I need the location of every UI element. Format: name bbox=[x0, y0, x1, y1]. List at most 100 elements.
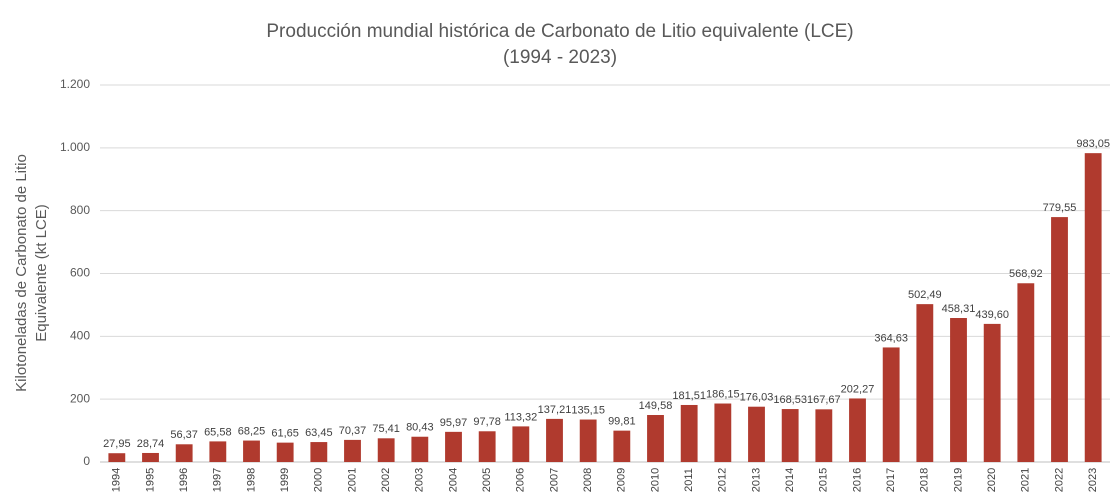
data-label: 149,58 bbox=[639, 400, 673, 412]
data-label: 502,49 bbox=[908, 289, 942, 301]
y-tick-label: 1.000 bbox=[60, 140, 90, 154]
bar bbox=[950, 318, 967, 462]
data-label: 458,31 bbox=[942, 303, 976, 315]
x-tick-label: 2013 bbox=[750, 468, 762, 492]
x-tick-label: 1999 bbox=[279, 468, 291, 492]
x-tick-label: 2015 bbox=[818, 468, 830, 492]
x-tick-label: 2018 bbox=[919, 468, 931, 492]
bar bbox=[613, 430, 631, 462]
x-tick-label: 2014 bbox=[784, 468, 796, 492]
bar bbox=[411, 436, 429, 462]
x-tick-label: 1994 bbox=[111, 468, 123, 492]
bar bbox=[478, 431, 496, 462]
x-tick-label: 2009 bbox=[616, 468, 628, 492]
bar bbox=[1017, 283, 1035, 462]
data-label: 181,51 bbox=[672, 390, 706, 402]
x-tick-label: 1997 bbox=[212, 468, 224, 492]
bar bbox=[748, 406, 765, 462]
data-label: 61,65 bbox=[271, 428, 299, 440]
bar bbox=[647, 415, 664, 462]
bar bbox=[714, 403, 732, 462]
x-tick-label: 2020 bbox=[986, 468, 998, 492]
y-tick-label: 200 bbox=[70, 391, 90, 405]
bar bbox=[512, 426, 530, 462]
data-label: 167,67 bbox=[807, 394, 841, 406]
x-tick-label: 1998 bbox=[245, 468, 257, 492]
bar bbox=[1084, 153, 1102, 463]
bar bbox=[209, 441, 227, 462]
x-tick-label: 2021 bbox=[1020, 468, 1032, 492]
data-label: 113,32 bbox=[504, 411, 537, 423]
data-label: 27,95 bbox=[103, 438, 131, 450]
bar bbox=[243, 440, 260, 462]
data-label: 75,41 bbox=[372, 423, 400, 435]
data-label: 68,25 bbox=[238, 425, 266, 437]
bar bbox=[377, 438, 395, 462]
y-tick-label: 1.200 bbox=[60, 77, 90, 91]
y-tick-label: 400 bbox=[70, 329, 90, 343]
data-label: 168,53 bbox=[773, 394, 807, 406]
x-tick-label: 2016 bbox=[851, 468, 863, 492]
bar bbox=[445, 431, 462, 462]
data-label: 983,05 bbox=[1076, 138, 1110, 150]
data-label: 65,58 bbox=[204, 426, 232, 438]
y-axis-label: Kilotoneladas de Carbonato de Litio bbox=[13, 154, 30, 392]
x-tick-label: 2007 bbox=[548, 468, 560, 492]
bar bbox=[546, 418, 563, 462]
data-label: 97,78 bbox=[473, 416, 501, 428]
data-label: 28,74 bbox=[137, 438, 165, 450]
bar bbox=[849, 398, 866, 462]
data-label: 779,55 bbox=[1043, 202, 1077, 214]
data-label: 99,81 bbox=[608, 416, 636, 428]
x-tick-label: 2001 bbox=[346, 468, 358, 492]
data-label: 135,15 bbox=[571, 404, 605, 416]
bar bbox=[344, 439, 361, 462]
y-axis-label: Equivalente (kt LCE) bbox=[33, 204, 50, 342]
x-tick-label: 2008 bbox=[582, 468, 594, 492]
data-label: 70,37 bbox=[339, 425, 367, 437]
data-label: 56,37 bbox=[170, 429, 198, 441]
x-tick-label: 2017 bbox=[885, 468, 897, 492]
bar bbox=[276, 442, 294, 462]
bar bbox=[310, 442, 328, 462]
data-label: 364,63 bbox=[874, 332, 908, 344]
bar bbox=[916, 304, 934, 462]
bar bbox=[815, 409, 833, 462]
bar bbox=[579, 419, 597, 462]
x-tick-label: 2006 bbox=[515, 468, 527, 492]
x-tick-label: 1996 bbox=[178, 468, 190, 492]
data-label: 568,92 bbox=[1009, 268, 1043, 280]
bar bbox=[983, 323, 1001, 462]
data-label: 80,43 bbox=[406, 422, 434, 434]
x-tick-label: 2022 bbox=[1053, 468, 1065, 492]
x-tick-label: 2023 bbox=[1087, 468, 1099, 492]
data-label: 63,45 bbox=[305, 427, 333, 439]
x-tick-label: 2005 bbox=[481, 468, 493, 492]
y-tick-label: 0 bbox=[83, 454, 90, 468]
x-tick-label: 1995 bbox=[144, 468, 156, 492]
x-tick-label: 2002 bbox=[380, 468, 392, 492]
y-tick-label: 600 bbox=[70, 266, 90, 280]
x-tick-label: 2004 bbox=[447, 468, 459, 492]
x-tick-label: 2019 bbox=[952, 468, 964, 492]
x-tick-label: 2010 bbox=[649, 468, 661, 492]
data-label: 186,15 bbox=[706, 388, 740, 400]
x-tick-label: 2012 bbox=[717, 468, 729, 492]
data-label: 439,60 bbox=[975, 309, 1009, 321]
bar bbox=[108, 453, 126, 462]
bar bbox=[781, 409, 799, 462]
chart-title: Producción mundial histórica de Carbonat… bbox=[266, 21, 853, 42]
bar bbox=[142, 452, 159, 462]
data-label: 176,03 bbox=[740, 392, 774, 404]
bar bbox=[175, 444, 193, 462]
bar bbox=[882, 347, 900, 462]
chart-subtitle: (1994 - 2023) bbox=[503, 47, 617, 68]
x-tick-label: 2011 bbox=[683, 468, 695, 492]
data-label: 95,97 bbox=[440, 417, 468, 429]
bar bbox=[680, 404, 698, 462]
bar bbox=[1051, 217, 1068, 462]
data-label: 202,27 bbox=[841, 383, 875, 395]
y-tick-label: 800 bbox=[70, 203, 90, 217]
data-label: 137,21 bbox=[538, 404, 572, 416]
